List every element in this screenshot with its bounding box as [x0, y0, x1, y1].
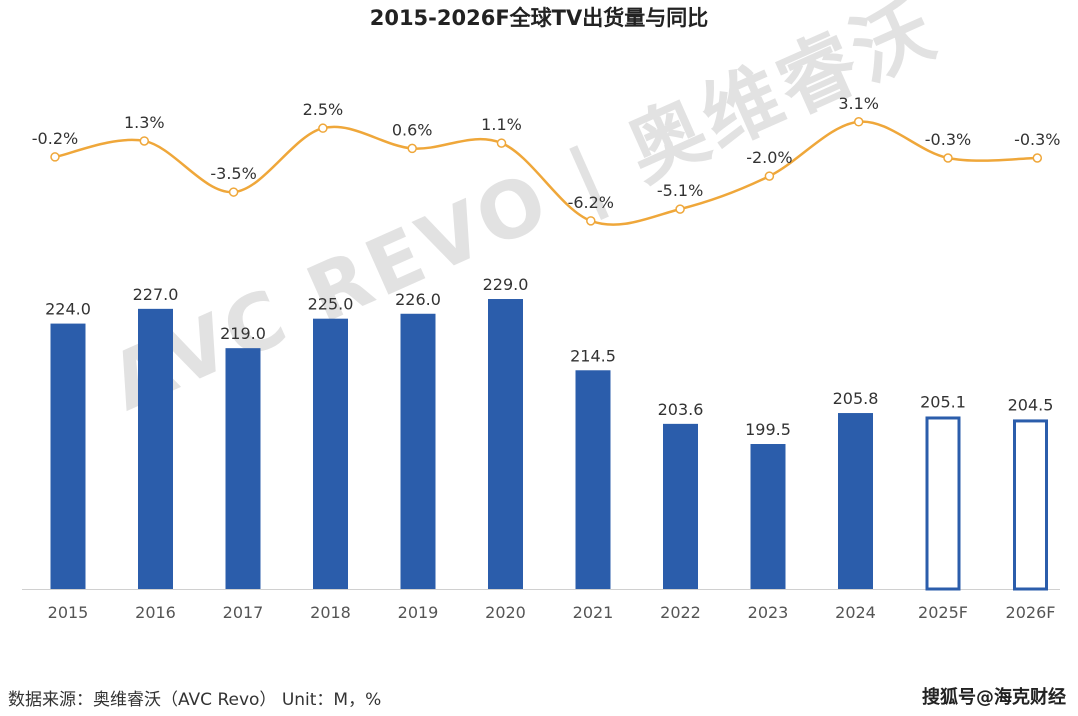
x-tick-label: 2022 — [660, 603, 701, 622]
yoy-data-label: -6.2% — [568, 193, 614, 212]
bar — [50, 323, 86, 589]
yoy-data-label: 2.5% — [303, 100, 344, 119]
x-tick-label: 2017 — [223, 603, 264, 622]
yoy-point — [139, 136, 150, 146]
bar-forecast — [1013, 419, 1048, 591]
bar-data-label: 204.5 — [1008, 395, 1054, 414]
bar — [488, 299, 523, 589]
yoy-data-label: 1.1% — [481, 115, 522, 134]
x-tick-label: 2015 — [48, 603, 89, 622]
yoy-line — [54, 120, 1038, 226]
yoy-data-label: -5.1% — [657, 181, 703, 200]
bar — [313, 318, 348, 589]
bar-forecast — [925, 416, 961, 591]
x-tick-label: 2016 — [135, 603, 176, 622]
bar-data-label: 205.8 — [833, 389, 879, 408]
bar-data-label: 225.0 — [308, 295, 354, 314]
bar — [138, 308, 173, 589]
yoy-point — [853, 117, 864, 127]
yoy-data-label: -0.2% — [32, 129, 78, 148]
bar — [663, 423, 698, 589]
chart-plot: 224.0 2015 227.0 2016 219.0 2017 225.0 2018 226.… — [22, 94, 1061, 622]
yoy-data-label: 1.3% — [124, 113, 165, 132]
yoy-point — [496, 138, 507, 148]
yoy-data-label: -2.0% — [746, 148, 792, 167]
yoy-point — [764, 171, 775, 181]
bar-data-label: 214.5 — [570, 346, 616, 365]
yoy-data-label: -0.3% — [1014, 130, 1060, 149]
bar-data-label: 199.5 — [745, 420, 791, 439]
bar-data-label: 203.6 — [658, 400, 704, 419]
source-note: 数据来源：奥维睿沃（AVC Revo） Unit：M，% — [8, 690, 382, 710]
yoy-point — [675, 204, 685, 214]
yoy-point — [228, 187, 239, 197]
bar-data-label: 229.0 — [483, 275, 529, 294]
bar-data-label: 224.0 — [45, 300, 91, 319]
bar — [575, 370, 611, 589]
yoy-data-label: 0.6% — [392, 120, 433, 139]
yoy-data-label: -0.3% — [925, 130, 971, 149]
x-tick-label: 2025F — [918, 603, 968, 622]
x-tick-label: 2018 — [310, 603, 351, 622]
x-tick-label: 2021 — [573, 603, 614, 622]
bar — [750, 444, 786, 589]
yoy-point — [943, 153, 953, 163]
bar — [838, 413, 873, 589]
x-tick-label: 2023 — [748, 603, 789, 622]
x-tick-label: 2024 — [835, 603, 876, 622]
yoy-point — [318, 123, 328, 133]
x-tick-label: 2020 — [485, 603, 526, 622]
bar — [225, 348, 261, 589]
yoy-point — [50, 152, 60, 162]
bar-data-label: 227.0 — [133, 285, 179, 304]
yoy-data-label: 3.1% — [838, 94, 879, 113]
credit-text: 搜狐号@海克财经 — [922, 687, 1066, 708]
bar — [400, 313, 436, 589]
chart-title: 2015-2026F全球TV出货量与同比 — [369, 6, 709, 30]
yoy-point — [586, 216, 596, 226]
bar-data-label: 205.1 — [920, 392, 966, 411]
yoy-point — [407, 143, 417, 154]
x-tick-label: 2019 — [398, 603, 439, 622]
yoy-data-label: -3.5% — [210, 164, 256, 183]
x-tick-label: 2026F — [1006, 603, 1056, 622]
yoy-point — [1032, 153, 1043, 163]
bar-data-label: 219.0 — [220, 324, 266, 343]
bar-data-label: 226.0 — [395, 290, 441, 309]
